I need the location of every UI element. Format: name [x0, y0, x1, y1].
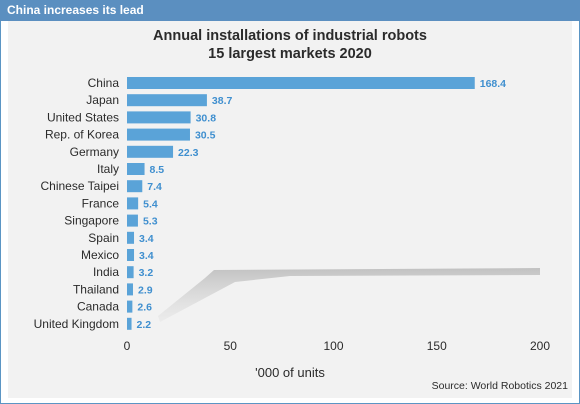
- value-label: 2.2: [137, 319, 152, 331]
- category-label: Japan: [86, 93, 119, 107]
- x-tick-label: 200: [530, 339, 550, 353]
- bar: [127, 266, 134, 279]
- x-tick-label: 0: [124, 339, 131, 353]
- bar: [127, 231, 135, 244]
- category-label: Italy: [97, 162, 119, 176]
- value-label: 168.4: [480, 78, 506, 90]
- value-label: 3.2: [139, 267, 154, 279]
- bar: [127, 94, 207, 107]
- x-axis-label: '000 of units: [255, 365, 325, 380]
- bar: [127, 145, 174, 158]
- reflection-shadow: [158, 268, 540, 322]
- value-label: 3.4: [139, 250, 154, 262]
- category-label: Spain: [88, 231, 119, 245]
- source-note: Source: World Robotics 2021: [431, 380, 568, 392]
- value-label: 38.7: [212, 95, 233, 107]
- category-label: France: [82, 196, 120, 210]
- x-tick-label: 100: [323, 339, 343, 353]
- value-label: 8.5: [150, 164, 165, 176]
- value-label: 2.9: [138, 284, 153, 296]
- category-label: Mexico: [81, 248, 119, 262]
- category-label: United Kingdom: [34, 317, 119, 331]
- x-tick-label: 150: [427, 339, 447, 353]
- category-label: United States: [47, 110, 119, 124]
- category-label: Rep. of Korea: [45, 128, 119, 142]
- value-label: 30.5: [195, 130, 216, 142]
- bar: [127, 197, 139, 210]
- value-label: 22.3: [178, 147, 199, 159]
- value-label: 5.3: [143, 216, 158, 228]
- category-label: Canada: [77, 300, 119, 314]
- category-label: India: [93, 265, 119, 279]
- banner-title: China increases its lead: [0, 0, 580, 21]
- category-label: Singapore: [64, 214, 119, 228]
- value-label: 5.4: [143, 198, 158, 210]
- bar: [127, 214, 138, 227]
- bar: [127, 249, 135, 261]
- category-label: Chinese Taipei: [41, 179, 120, 193]
- bar: [127, 77, 475, 89]
- value-label: 2.6: [137, 302, 152, 314]
- bar: [127, 163, 145, 175]
- chart-title: Annual installations of industrial robot…: [153, 28, 427, 44]
- bar: [127, 300, 133, 313]
- bar: [127, 128, 190, 141]
- chart-subtitle: 15 largest markets 2020: [208, 46, 372, 62]
- category-label: Germany: [70, 145, 119, 159]
- x-tick-label: 50: [224, 339, 238, 353]
- value-label: 3.4: [139, 233, 154, 245]
- value-label: 30.8: [196, 112, 217, 124]
- bar: [127, 283, 133, 296]
- bar: [127, 180, 143, 193]
- bar: [127, 317, 132, 330]
- value-label: 7.4: [147, 181, 162, 193]
- category-label: Thailand: [73, 282, 119, 296]
- bar: [127, 111, 191, 124]
- category-label: China: [88, 76, 120, 90]
